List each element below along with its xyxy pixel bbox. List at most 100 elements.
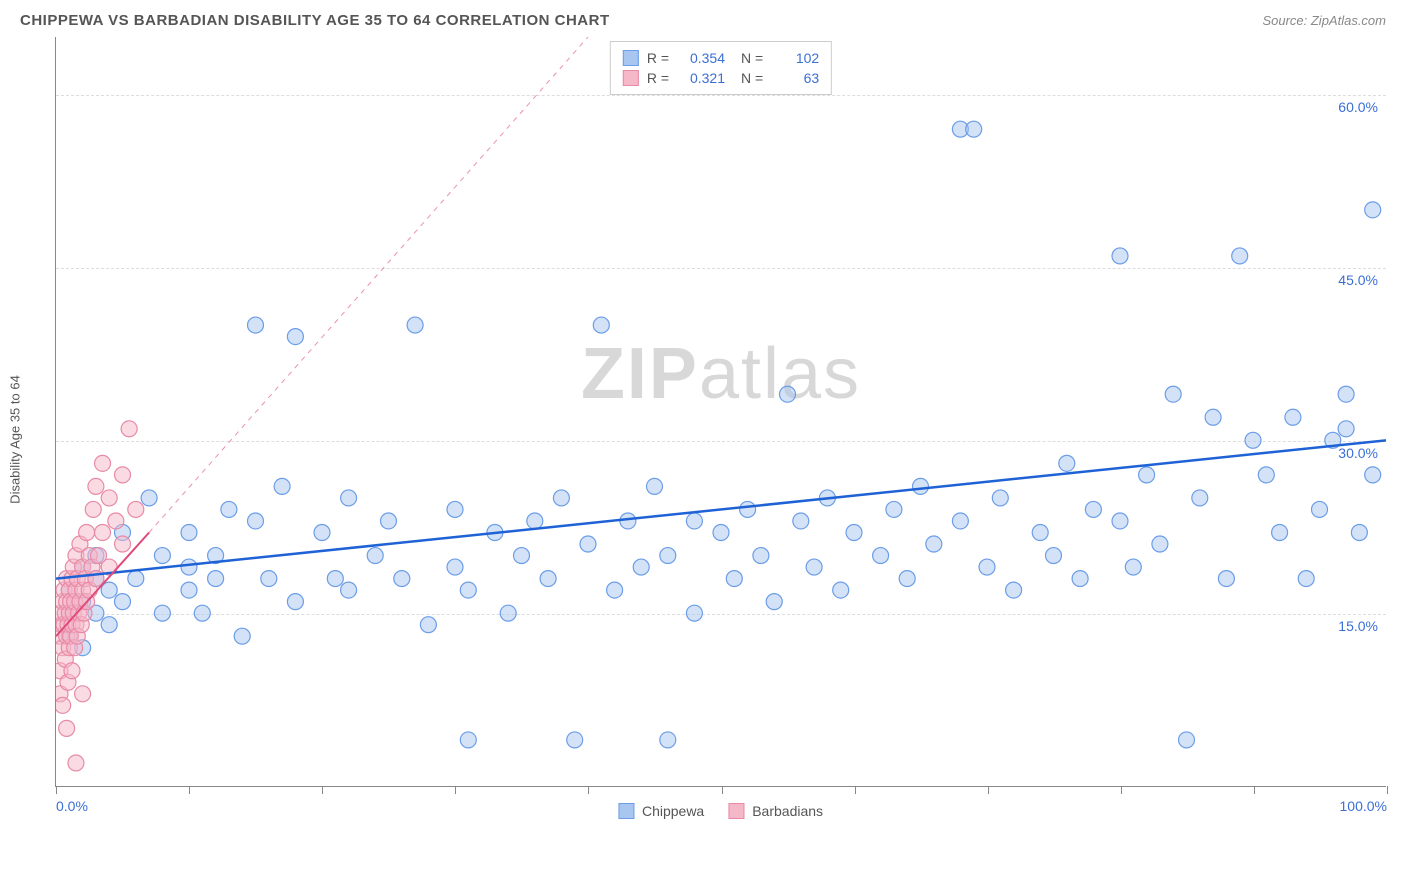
data-point (886, 501, 902, 517)
data-point (647, 478, 663, 494)
chart-container: Disability Age 35 to 64 ZIPatlas R =0.35… (55, 37, 1386, 827)
legend-r-label: R = (647, 70, 669, 86)
legend-n-value: 63 (771, 70, 819, 86)
data-point (248, 317, 264, 333)
x-tick (56, 786, 57, 794)
data-point (806, 559, 822, 575)
data-point (367, 548, 383, 564)
source-attribution: Source: ZipAtlas.com (1262, 13, 1386, 28)
legend-r-value: 0.354 (677, 50, 725, 66)
data-point (181, 559, 197, 575)
data-point (447, 559, 463, 575)
data-point (540, 571, 556, 587)
data-point (208, 571, 224, 587)
data-point (85, 501, 101, 517)
source-name: ZipAtlas.com (1311, 13, 1386, 28)
data-point (686, 605, 702, 621)
data-point (952, 513, 968, 529)
data-point (1152, 536, 1168, 552)
trend-extrapolation (149, 37, 588, 532)
data-point (101, 617, 117, 633)
data-point (740, 501, 756, 517)
data-point (154, 605, 170, 621)
data-point (567, 732, 583, 748)
data-point (287, 594, 303, 610)
data-point (75, 686, 91, 702)
data-point (753, 548, 769, 564)
chart-title: CHIPPEWA VS BARBADIAN DISABILITY AGE 35 … (20, 12, 610, 29)
data-point (121, 421, 137, 437)
data-point (341, 582, 357, 598)
data-point (420, 617, 436, 633)
data-point (1125, 559, 1141, 575)
data-point (1232, 248, 1248, 264)
x-tick (189, 786, 190, 794)
data-point (686, 513, 702, 529)
correlation-legend: R =0.354N =102R =0.321N =63 (610, 41, 832, 95)
data-point (128, 501, 144, 517)
y-axis-label: Disability Age 35 to 64 (8, 375, 23, 504)
data-point (833, 582, 849, 598)
data-point (1351, 525, 1367, 541)
data-point (1258, 467, 1274, 483)
data-point (394, 571, 410, 587)
data-point (154, 548, 170, 564)
data-point (194, 605, 210, 621)
legend-item: Chippewa (618, 803, 704, 819)
data-point (1365, 202, 1381, 218)
x-tick (722, 786, 723, 794)
legend-label: Chippewa (642, 803, 704, 819)
x-tick (1387, 786, 1388, 794)
data-point (620, 513, 636, 529)
data-point (221, 501, 237, 517)
data-point (115, 594, 131, 610)
series-legend: Chippewa Barbadians (618, 803, 823, 819)
data-point (873, 548, 889, 564)
data-point (1272, 525, 1288, 541)
data-point (500, 605, 516, 621)
data-point (327, 571, 343, 587)
data-point (1072, 571, 1088, 587)
data-point (713, 525, 729, 541)
data-point (607, 582, 623, 598)
data-point (1285, 409, 1301, 425)
data-point (1338, 421, 1354, 437)
legend-swatch (618, 803, 634, 819)
data-point (1192, 490, 1208, 506)
data-point (514, 548, 530, 564)
data-point (1112, 248, 1128, 264)
data-point (1059, 455, 1075, 471)
data-point (68, 755, 84, 771)
data-point (141, 490, 157, 506)
data-point (1139, 467, 1155, 483)
data-point (447, 501, 463, 517)
data-point (115, 467, 131, 483)
legend-row: R =0.321N =63 (623, 68, 819, 88)
data-point (1298, 571, 1314, 587)
legend-row: R =0.354N =102 (623, 48, 819, 68)
data-point (1312, 501, 1328, 517)
data-point (1338, 386, 1354, 402)
data-point (59, 720, 75, 736)
data-point (553, 490, 569, 506)
data-point (726, 571, 742, 587)
data-point (899, 571, 915, 587)
data-point (287, 329, 303, 345)
x-tick (322, 786, 323, 794)
data-point (1365, 467, 1381, 483)
x-tick-label: 100.0% (1340, 798, 1387, 814)
data-point (992, 490, 1008, 506)
data-point (1085, 501, 1101, 517)
legend-label: Barbadians (752, 803, 823, 819)
data-point (56, 697, 71, 713)
data-point (381, 513, 397, 529)
data-point (64, 663, 80, 679)
data-point (966, 121, 982, 137)
legend-swatch (728, 803, 744, 819)
data-point (108, 513, 124, 529)
legend-r-label: R = (647, 50, 669, 66)
x-tick (455, 786, 456, 794)
legend-n-value: 102 (771, 50, 819, 66)
data-point (95, 455, 111, 471)
x-tick (988, 786, 989, 794)
